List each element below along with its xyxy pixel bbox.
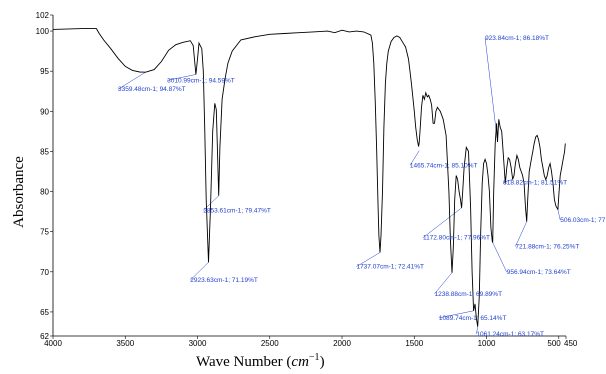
annotation-leader [515,221,527,247]
y-tick-label: 102 [36,11,50,20]
peak-annotation: 1172.80cm-1; 77.96%T [423,235,490,242]
y-tick-label: 95 [40,67,49,76]
x-axis-title-exponent: −1 [309,352,320,363]
annotation-leader [476,326,478,335]
annotation-leader [422,207,462,238]
peak-annotation: 506.03cm-1; 77.74 [560,217,606,224]
x-tick-label: 1000 [478,339,496,348]
y-tick-label: 70 [40,268,49,277]
x-tick-label: 4000 [44,339,62,348]
annotation-labels: 3359.48cm-1; 94.87%T 3010.99cm-1; 94.59%T… [118,35,606,338]
x-tick-label: 3500 [116,339,134,348]
y-tick-label: 90 [40,107,49,116]
annotation-leader [492,242,507,273]
annotation-leader [409,150,420,166]
peak-annotation: 3010.99cm-1; 94.59%T [167,77,235,84]
peak-annotation: 2853.61cm-1; 79.47%T [203,207,271,214]
peak-annotation: 923.84cm-1; 86.18%T [485,35,549,42]
y-tick-label: 80 [40,188,49,197]
y-tick-label: 62 [40,332,49,341]
spectrum-line [52,28,566,327]
peak-annotation: 956.94cm-1; 73.64%T [507,269,571,276]
y-axis: 62 65 70 75 80 85 90 95 100 102 [36,11,53,341]
x-tick-label: 450 [564,339,578,348]
peak-annotation: 1238.88cm-1; 69.89%T [434,291,502,298]
annotation-leader [434,272,453,295]
annotation-leader [356,252,381,267]
y-tick-label: 100 [36,27,50,36]
peak-annotation: 721.88cm-1; 76.25%T [515,244,579,251]
annotation-leader [438,310,474,319]
peak-annotation: 818.82cm-1; 81.51%T [503,179,567,186]
annotation-leader [503,179,513,183]
peak-annotation: 3359.48cm-1; 94.87%T [118,86,186,93]
annotation-leader [557,209,561,221]
annotation-leaders [117,37,561,335]
x-tick-label: 2000 [333,339,351,348]
y-tick-label: 65 [40,308,49,317]
annotation-leader [167,74,196,81]
x-tick-label: 3000 [189,339,207,348]
y-tick-label: 85 [40,147,49,156]
peak-annotation: 1737.07cm-1; 72.41%T [356,264,424,271]
peak-annotation: 1465.74cm-1; 85.10%T [410,162,478,169]
plot-area [52,15,566,337]
x-axis-title-unit: cm [291,354,309,370]
x-axis: 4000 3500 3000 2500 2000 1500 1000 500 450 [44,336,578,348]
x-tick-label: 2500 [261,339,279,348]
x-axis-title-text: Wave Number ( [196,354,291,370]
peak-annotation: 2923.63cm-1; 71.19%T [190,277,258,284]
peak-annotation: 1061.24cm-1; 63.17%T [476,331,544,338]
x-axis-title-close: ) [320,354,325,370]
annotation-leader [117,72,146,90]
y-tick-label: 75 [40,228,49,237]
peak-annotation: 1089.74cm-1; 65.14%T [439,315,507,322]
x-tick-label: 1500 [405,339,423,348]
x-tick-label: 500 [547,339,561,348]
y-axis-title: Absorbance [11,156,27,228]
annotation-leader [190,262,209,281]
x-axis-title: Wave Number (cm−1) [196,352,325,370]
annotation-leader [484,37,498,142]
